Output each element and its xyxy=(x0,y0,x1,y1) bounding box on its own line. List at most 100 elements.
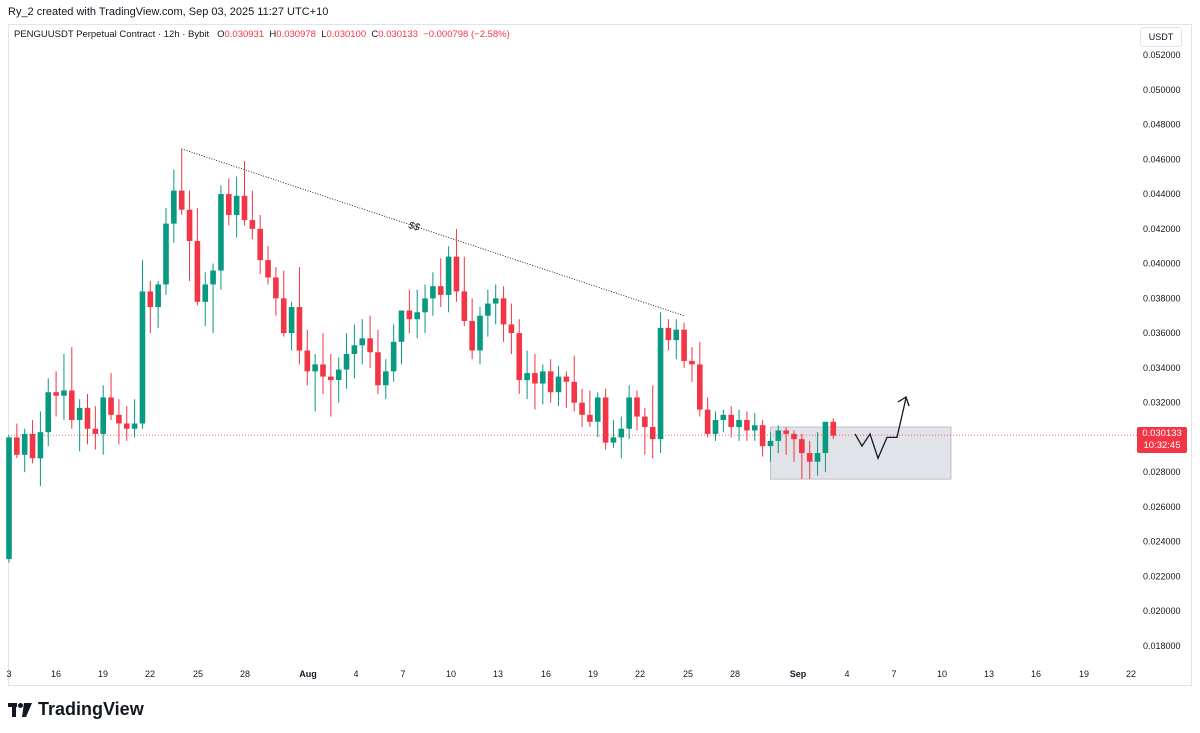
symbol-title[interactable]: PENGUUSDT Perpetual Contract · 12h · Byb… xyxy=(14,29,210,40)
tradingview-logo[interactable]: TradingView xyxy=(8,699,144,720)
candle-body xyxy=(335,369,342,381)
x-tick-label: 4 xyxy=(844,669,849,679)
candle-body xyxy=(398,310,405,342)
candle-body xyxy=(194,240,201,302)
candle-body xyxy=(328,376,334,381)
candle-body xyxy=(594,397,601,422)
candle-body xyxy=(814,453,821,462)
candle-body xyxy=(524,373,530,381)
x-tick-label: 16 xyxy=(1031,669,1041,679)
x-tick-label: 25 xyxy=(683,669,693,679)
candle-body xyxy=(791,433,797,440)
currency-selector[interactable]: USDT xyxy=(1140,27,1182,47)
candle-body xyxy=(822,421,829,454)
candle-body xyxy=(555,376,562,393)
candle-body xyxy=(492,298,499,304)
candle-body xyxy=(210,270,216,285)
candle-body xyxy=(21,433,28,455)
candle-body xyxy=(704,409,711,434)
candle-body xyxy=(383,371,389,386)
candle-body xyxy=(123,423,130,429)
high-value: 0.030978 xyxy=(276,29,316,40)
candle-body xyxy=(76,407,83,421)
candle-body xyxy=(288,307,295,334)
candle-body xyxy=(728,414,734,427)
candle-body xyxy=(673,329,680,341)
x-tick-label: 3 xyxy=(6,669,11,679)
candle-body xyxy=(799,439,805,454)
candle-body xyxy=(422,298,428,313)
candle-body xyxy=(69,390,75,421)
candle-body xyxy=(532,373,538,384)
candle-body xyxy=(657,327,664,440)
candle-body xyxy=(579,402,585,415)
y-tick-label: 0.018000 xyxy=(1143,641,1181,651)
x-tick-label: 22 xyxy=(145,669,155,679)
projection-path xyxy=(854,397,907,461)
candle-body xyxy=(367,338,373,353)
y-tick-label: 0.028000 xyxy=(1143,467,1181,477)
candle-body xyxy=(29,433,36,459)
candle-body xyxy=(218,194,224,271)
candle-body xyxy=(131,423,138,429)
close-label: C xyxy=(371,29,379,40)
candle-body xyxy=(445,256,452,295)
candle-body xyxy=(155,284,161,308)
bar-countdown: 10:32:45 xyxy=(1143,440,1181,451)
x-tick-label: 10 xyxy=(937,669,947,679)
x-tick-label: 13 xyxy=(493,669,503,679)
x-tick-label: 7 xyxy=(400,669,405,679)
candle-body xyxy=(681,329,687,361)
x-tick-label: 22 xyxy=(635,669,645,679)
x-tick-label: 25 xyxy=(193,669,203,679)
trendline-annotation: $$ xyxy=(406,220,421,234)
close-value: 0.030133 xyxy=(378,29,418,40)
candle-body xyxy=(241,195,248,221)
candle-body xyxy=(500,298,507,325)
x-tick-label: 19 xyxy=(1079,669,1089,679)
x-tick-label: 4 xyxy=(353,669,358,679)
candle-body xyxy=(720,414,727,421)
y-tick-label: 0.020000 xyxy=(1143,606,1181,616)
x-tick-label: 22 xyxy=(1126,669,1136,679)
candle-body xyxy=(697,364,703,410)
candle-body xyxy=(108,397,114,415)
candle-body xyxy=(744,420,750,431)
candle-body xyxy=(61,390,67,396)
candle-body xyxy=(147,291,154,308)
y-tick-label: 0.032000 xyxy=(1143,398,1181,408)
candle-body xyxy=(280,298,287,334)
low-label: L xyxy=(321,29,327,40)
candle-body xyxy=(485,303,491,316)
y-tick-label: 0.050000 xyxy=(1143,85,1181,95)
candle-body xyxy=(100,397,106,434)
candle-body xyxy=(508,324,515,334)
candle-body xyxy=(249,220,256,229)
candle-body xyxy=(618,428,625,438)
candle-body xyxy=(296,307,303,351)
y-tick-label: 0.042000 xyxy=(1143,224,1181,234)
candle-body xyxy=(359,338,366,346)
candle-body xyxy=(830,421,837,436)
y-tick-label: 0.038000 xyxy=(1143,293,1181,303)
last-price-value: 0.030133 xyxy=(1142,428,1182,439)
candle-body xyxy=(202,284,209,302)
candle-body xyxy=(775,430,782,441)
low-value: 0.030100 xyxy=(326,29,367,40)
candle-body xyxy=(171,190,177,224)
candle-body xyxy=(14,437,20,455)
candle-body xyxy=(320,364,326,377)
candle-body xyxy=(53,392,59,396)
candle-body xyxy=(469,320,475,351)
candle-body xyxy=(273,277,279,299)
y-tick-label: 0.044000 xyxy=(1143,189,1181,199)
candle-body xyxy=(226,194,232,215)
x-tick-label: 19 xyxy=(588,669,598,679)
y-tick-label: 0.048000 xyxy=(1143,120,1181,130)
tradingview-logo-icon xyxy=(8,702,32,717)
candle-body xyxy=(759,425,766,447)
candle-body xyxy=(634,397,640,417)
candle-body xyxy=(587,414,593,422)
x-tick-label: 13 xyxy=(984,669,994,679)
